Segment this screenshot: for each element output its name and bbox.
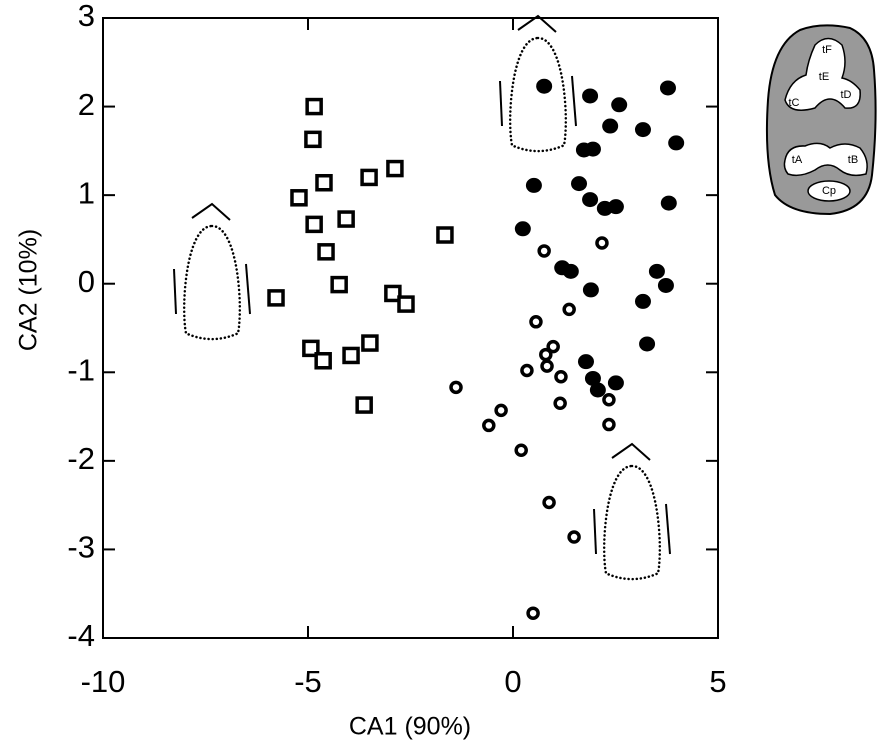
point [386, 159, 404, 178]
point [529, 315, 543, 329]
point [305, 97, 323, 116]
point [494, 403, 508, 418]
inset-label: Cp [822, 185, 836, 197]
point [668, 135, 685, 151]
point [553, 396, 567, 411]
point [660, 195, 677, 211]
point [602, 118, 619, 134]
shape-bracket [245, 263, 251, 315]
point [582, 88, 599, 104]
point [342, 346, 360, 365]
point [290, 189, 308, 207]
point [525, 177, 542, 193]
point [577, 354, 594, 370]
point [330, 275, 348, 294]
point [562, 302, 576, 317]
point [648, 263, 665, 279]
point [520, 363, 534, 378]
shape-bracket [173, 268, 177, 315]
point [305, 215, 323, 234]
y-tick-label: 1 [78, 175, 95, 210]
point [584, 370, 601, 386]
x-axis-label: CA1 (90%) [349, 713, 471, 741]
point [584, 141, 601, 157]
point [595, 236, 609, 250]
point [449, 380, 463, 395]
y-tick-label: 0 [78, 264, 95, 299]
shape-bracket [593, 508, 597, 555]
shape-bracket [611, 442, 651, 461]
shape-bracket [191, 202, 231, 221]
point [361, 334, 379, 352]
y-tick-label: -1 [67, 352, 95, 387]
y-tick-label: -4 [67, 618, 95, 653]
point [304, 130, 322, 149]
shape-outline [508, 36, 568, 153]
point [482, 418, 496, 433]
point [562, 263, 579, 279]
shape-bracket [571, 75, 577, 127]
y-tick-label: -3 [67, 530, 95, 565]
point [315, 173, 333, 192]
point [582, 192, 599, 208]
y-tick-label: -2 [67, 441, 95, 476]
point [302, 339, 320, 358]
point [542, 495, 556, 510]
inset-label: tC [789, 97, 800, 109]
inset-label: tD [841, 89, 852, 101]
point [267, 289, 285, 307]
x-tick-label: -10 [81, 664, 126, 699]
point [317, 243, 335, 261]
point [514, 443, 528, 457]
point [337, 210, 355, 228]
inset-label: tE [819, 71, 829, 83]
point [567, 530, 581, 544]
point [607, 375, 624, 391]
inset-label: tF [822, 44, 832, 56]
point [540, 359, 554, 373]
point [536, 78, 553, 94]
inset-label: tA [792, 154, 803, 166]
point [602, 417, 616, 432]
point [571, 176, 588, 192]
point [602, 392, 616, 407]
point [514, 221, 531, 237]
point [384, 284, 402, 303]
point [526, 606, 540, 620]
y-axis-label: CA2 (10%) [15, 229, 43, 351]
point [554, 369, 568, 384]
shape-bracket [517, 14, 557, 33]
y-tick-label: 2 [78, 87, 95, 122]
shape-outline [182, 224, 242, 341]
point [546, 339, 560, 354]
point [639, 336, 656, 352]
point [314, 352, 332, 370]
point [634, 122, 651, 138]
point [582, 282, 599, 298]
plot-frame [102, 17, 719, 639]
inset-label: tB [848, 154, 858, 166]
point [360, 168, 378, 187]
point [607, 199, 624, 215]
point [634, 293, 651, 309]
point [397, 295, 415, 313]
point [355, 396, 373, 414]
shape-outline [602, 464, 662, 581]
x-tick-label: 5 [709, 664, 726, 699]
y-tick-label: 3 [78, 0, 95, 33]
x-tick-label: -5 [294, 664, 322, 699]
shape-bracket [665, 503, 671, 555]
x-tick-label: 0 [504, 664, 521, 699]
point [589, 382, 606, 398]
point [657, 277, 674, 293]
point [659, 80, 676, 96]
shape-bracket [499, 80, 503, 127]
point [436, 226, 454, 244]
point [611, 97, 628, 113]
inset-diagram [765, 24, 877, 216]
point [537, 244, 551, 258]
